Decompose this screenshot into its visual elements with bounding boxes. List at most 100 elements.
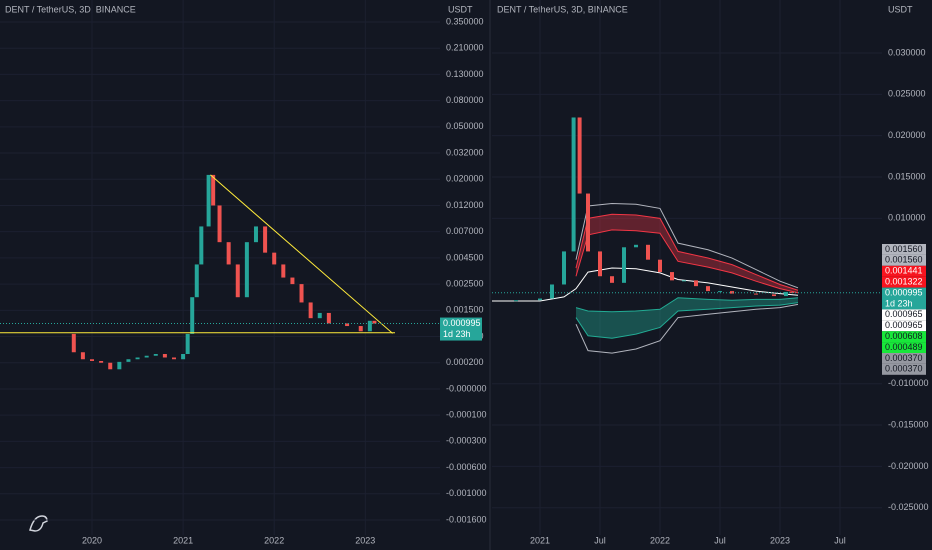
y-tick-label: -0.001600 bbox=[446, 514, 487, 524]
price-label: 0.001560 bbox=[885, 255, 923, 265]
price-label-box bbox=[882, 287, 926, 299]
candle bbox=[754, 293, 758, 295]
price-label: 0.000965 bbox=[885, 309, 923, 319]
candle bbox=[646, 244, 650, 260]
y-tick-label: -0.000100 bbox=[446, 410, 487, 420]
price-label: 0.000608 bbox=[885, 331, 923, 341]
candle bbox=[538, 298, 542, 301]
countdown-label: 1d 23h bbox=[443, 329, 471, 339]
candle bbox=[206, 174, 211, 227]
x-tick-label: 2022 bbox=[650, 535, 670, 545]
band-line bbox=[575, 202, 799, 289]
x-tick-label: 2021 bbox=[530, 535, 550, 545]
y-tick-label: 0.025000 bbox=[888, 89, 926, 99]
candle bbox=[235, 264, 240, 298]
x-tick-label: 2020 bbox=[82, 535, 102, 545]
candle bbox=[634, 244, 638, 248]
candle bbox=[108, 362, 113, 370]
candle bbox=[153, 354, 158, 356]
y-tick-label: 0.032000 bbox=[446, 147, 484, 157]
y-tick-label: -0.001000 bbox=[446, 488, 487, 498]
candle bbox=[263, 226, 268, 253]
candle bbox=[550, 284, 554, 299]
price-label-box bbox=[882, 353, 926, 364]
candle bbox=[217, 205, 222, 243]
band-line bbox=[575, 302, 799, 339]
currency-label: USDT bbox=[448, 4, 473, 14]
candle bbox=[694, 280, 698, 287]
y-tick-label: -0.000000 bbox=[446, 383, 487, 393]
price-label-box bbox=[882, 244, 926, 255]
band-fill bbox=[576, 297, 798, 339]
price-label: 0.000995 bbox=[885, 287, 923, 297]
price-label: 0.000370 bbox=[885, 353, 923, 363]
y-tick-label: 0.050000 bbox=[446, 121, 484, 131]
y-tick-label: 0.130000 bbox=[446, 69, 484, 79]
candle bbox=[181, 354, 186, 360]
candle bbox=[253, 226, 258, 243]
candle bbox=[562, 251, 566, 285]
candle bbox=[682, 280, 686, 282]
band-line bbox=[575, 303, 799, 354]
y-tick-label: -0.015000 bbox=[888, 419, 929, 429]
candle bbox=[622, 247, 626, 283]
y-tick-label: 0.210000 bbox=[446, 43, 484, 53]
y-tick-label: 0.030000 bbox=[888, 47, 926, 57]
candle bbox=[126, 359, 131, 362]
price-label-box bbox=[882, 276, 926, 288]
candle bbox=[199, 226, 204, 265]
candle bbox=[226, 242, 231, 265]
y-tick-label: 0.020000 bbox=[888, 130, 926, 140]
y-tick-label: 0.080000 bbox=[446, 95, 484, 105]
candle bbox=[706, 286, 710, 292]
y-tick-label: 0.015000 bbox=[888, 171, 926, 181]
candle bbox=[586, 193, 590, 252]
price-label: 0.001560 bbox=[885, 244, 923, 254]
price-label-box bbox=[882, 320, 926, 332]
currency-label: USDT bbox=[888, 4, 913, 14]
candle bbox=[610, 276, 614, 283]
candle bbox=[784, 291, 788, 297]
candle bbox=[308, 302, 313, 319]
x-tick-label: Jul bbox=[834, 535, 846, 545]
candle bbox=[358, 326, 363, 332]
x-tick-label: Jul bbox=[714, 535, 726, 545]
candle bbox=[514, 300, 518, 302]
price-label: 0.000370 bbox=[885, 364, 923, 374]
candle bbox=[162, 354, 167, 358]
y-tick-label: 0.350000 bbox=[446, 16, 484, 26]
x-tick-label: 2023 bbox=[355, 535, 375, 545]
price-label-box bbox=[882, 265, 926, 277]
candle bbox=[372, 320, 377, 324]
candle bbox=[80, 352, 85, 360]
chart-title: DENT / TetherUS, 3D, BINANCE bbox=[497, 4, 628, 14]
band-line bbox=[575, 229, 799, 294]
y-tick-label: 0.012000 bbox=[446, 200, 484, 210]
band-line bbox=[492, 267, 799, 302]
chart-panel: 0.030000 0.025000 0.020000 0.015000 0.010000… bbox=[492, 0, 929, 545]
candle bbox=[345, 323, 350, 327]
y-tick-label: -0.020000 bbox=[888, 461, 929, 471]
candle bbox=[194, 264, 199, 298]
y-tick-label: 0.001500 bbox=[446, 305, 484, 315]
y-tick-label: 0.010000 bbox=[888, 213, 926, 223]
candle bbox=[299, 284, 304, 303]
candle bbox=[326, 312, 331, 324]
candle bbox=[190, 297, 195, 334]
candle bbox=[135, 357, 140, 360]
price-label-box bbox=[882, 309, 926, 321]
trendline bbox=[210, 174, 393, 334]
x-tick-label: Jul bbox=[594, 535, 606, 545]
candle bbox=[117, 361, 122, 370]
candle bbox=[171, 357, 176, 360]
y-tick-label: 0.020000 bbox=[446, 174, 484, 184]
candle bbox=[281, 264, 286, 278]
candle bbox=[144, 355, 149, 358]
band-line bbox=[575, 213, 799, 291]
price-label-box bbox=[882, 363, 926, 375]
price-label: 0.000489 bbox=[885, 342, 923, 352]
price-label-box bbox=[440, 317, 482, 341]
x-tick-label: 2022 bbox=[264, 535, 284, 545]
band-line bbox=[575, 297, 799, 313]
